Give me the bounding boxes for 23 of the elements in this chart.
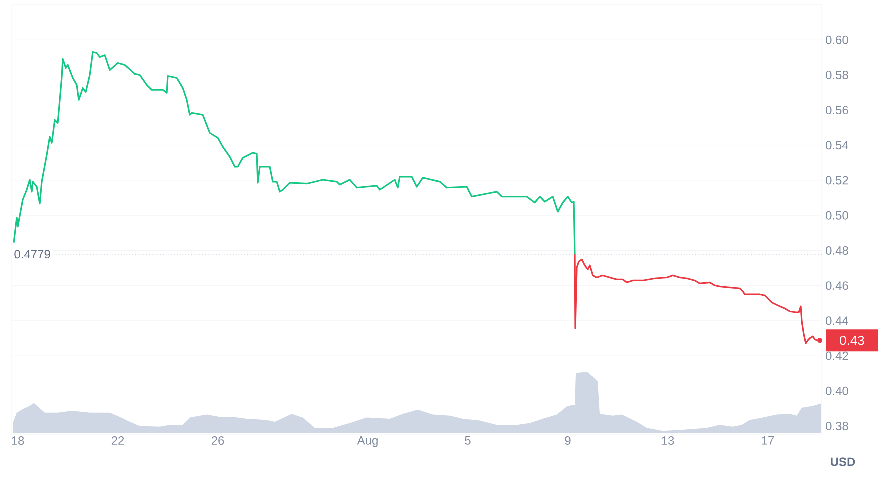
y-tick-label: 0.58 bbox=[826, 70, 848, 80]
y-tick-label: 0.48 bbox=[826, 246, 848, 255]
y-tick-label: 0.42 bbox=[826, 352, 848, 360]
y-tick-label: 0.44 bbox=[826, 316, 849, 326]
x-tick-label: 13 bbox=[662, 436, 674, 446]
y-tick-label: 0.60 bbox=[826, 36, 848, 44]
x-tick-label: 26 bbox=[212, 436, 224, 446]
x-tick-label: 9 bbox=[565, 436, 571, 446]
y-axis-title: USD bbox=[831, 458, 856, 466]
x-tick-label: 17 bbox=[762, 436, 774, 445]
x-tick-label: 22 bbox=[112, 436, 124, 445]
y-tick-label: 0.40 bbox=[826, 386, 848, 396]
y-tick-label: 0.56 bbox=[826, 106, 848, 115]
y-tick-label: 0.46 bbox=[826, 282, 848, 290]
y-tick-label: 0.38 bbox=[826, 422, 848, 430]
ref-line-label: 0.4779 bbox=[14, 250, 50, 259]
y-tick-label: 0.54 bbox=[826, 141, 849, 150]
x-tick-label: Aug bbox=[357, 436, 378, 448]
annotation: 0.43 bbox=[840, 336, 864, 346]
x-tick-label: 18 bbox=[12, 436, 24, 446]
y-tick-label: 0.52 bbox=[826, 176, 848, 185]
x-tick-label: 5 bbox=[465, 436, 471, 445]
y-tick-label: 0.50 bbox=[826, 211, 848, 220]
